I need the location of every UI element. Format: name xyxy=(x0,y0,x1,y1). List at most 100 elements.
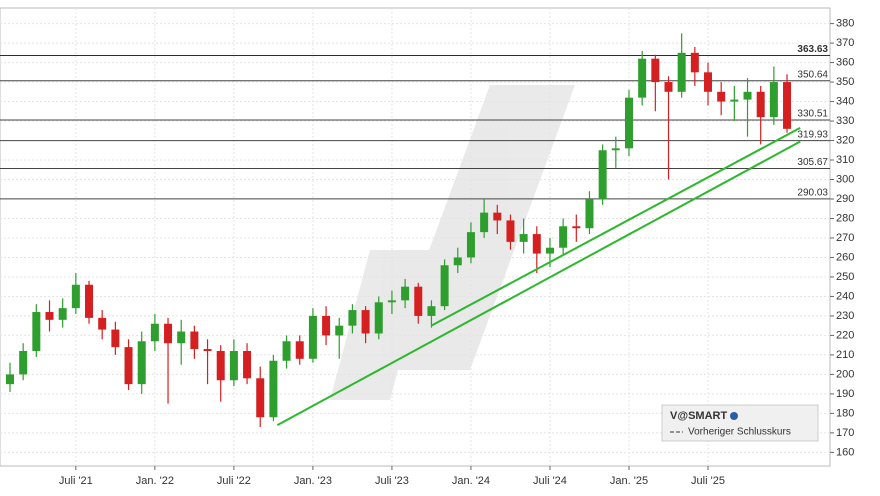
candle-body xyxy=(743,91,752,100)
y-tick-label: 370 xyxy=(836,37,854,49)
candle-body xyxy=(335,325,344,336)
y-tick-label: 380 xyxy=(836,17,854,29)
candle-body xyxy=(295,341,304,359)
level-label: 363.63 xyxy=(797,44,828,55)
y-tick-label: 160 xyxy=(836,446,854,458)
candle-body xyxy=(783,82,792,129)
candle-body xyxy=(229,351,238,381)
candle-body xyxy=(216,351,225,381)
candle-body xyxy=(638,58,647,98)
candle-body xyxy=(243,351,252,379)
y-tick-label: 200 xyxy=(836,368,854,380)
y-tick-label: 220 xyxy=(836,329,854,341)
candle-body xyxy=(308,315,317,359)
candle-body xyxy=(45,312,54,320)
candle-body xyxy=(19,351,28,375)
candle-body xyxy=(730,99,739,102)
candle-body xyxy=(98,317,107,330)
trendline xyxy=(276,140,801,426)
y-tick-label: 360 xyxy=(836,56,854,68)
candle-body xyxy=(453,257,462,266)
candle-body xyxy=(664,82,673,92)
candle-body xyxy=(322,315,331,336)
y-tick-label: 190 xyxy=(836,388,854,400)
y-tick-label: 170 xyxy=(836,427,854,439)
candle-body xyxy=(111,329,120,348)
y-tick-label: 280 xyxy=(836,212,854,224)
legend: V@SMART Vorheriger Schlusskurs xyxy=(661,404,819,442)
candle-body xyxy=(611,148,620,151)
level-label: 319.93 xyxy=(797,129,828,140)
candle-body xyxy=(440,265,449,307)
x-tick-label: Juli '21 xyxy=(59,475,93,487)
x-tick-label: Jan. '24 xyxy=(452,475,490,487)
candle-body xyxy=(480,212,489,233)
level-label: 305.67 xyxy=(797,157,828,168)
candle-body xyxy=(256,378,265,418)
legend-entry: Vorheriger Schlusskurs xyxy=(688,427,791,438)
candle-body xyxy=(493,212,502,221)
candle-body xyxy=(361,310,370,334)
y-tick-label: 350 xyxy=(836,76,854,88)
candle-body xyxy=(717,91,726,102)
x-tick-label: Juli '23 xyxy=(375,475,409,487)
x-tick-label: Jan. '25 xyxy=(610,475,648,487)
candle-body xyxy=(651,58,660,83)
candle-body xyxy=(427,306,436,316)
candle-body xyxy=(690,52,699,73)
level-label: 290.03 xyxy=(797,188,828,199)
y-tick-label: 340 xyxy=(836,95,854,107)
candle-body xyxy=(190,331,199,350)
candle-body xyxy=(559,226,568,248)
y-tick-label: 240 xyxy=(836,290,854,302)
candle-body xyxy=(704,72,713,92)
plot-frame xyxy=(0,7,831,467)
candle-body xyxy=(624,97,633,149)
candle-body xyxy=(164,323,173,344)
candle-body xyxy=(269,360,278,418)
candle-body xyxy=(85,284,94,318)
candle-body xyxy=(124,347,133,385)
y-tick-label: 320 xyxy=(836,134,854,146)
y-tick-label: 180 xyxy=(836,407,854,419)
y-tick-label: 210 xyxy=(836,349,854,361)
y-tick-label: 330 xyxy=(836,115,854,127)
candle-body xyxy=(374,302,383,334)
level-label: 350.64 xyxy=(797,69,828,80)
y-tick-label: 270 xyxy=(836,232,854,244)
level-label: 330.51 xyxy=(797,109,828,120)
candle-body xyxy=(58,308,67,320)
candle-body xyxy=(137,341,146,385)
x-tick-label: Jan. '22 xyxy=(136,475,174,487)
candle-body xyxy=(401,286,410,301)
x-tick-label: Juli '22 xyxy=(217,475,251,487)
candle-body xyxy=(203,349,212,352)
candle-body xyxy=(32,312,41,352)
candle-body xyxy=(150,323,159,342)
legend-title: V@SMART xyxy=(670,410,727,422)
y-tick-label: 230 xyxy=(836,310,854,322)
candle-body xyxy=(282,341,291,361)
candle-body xyxy=(6,374,14,385)
candle-body xyxy=(769,82,778,118)
candle-body xyxy=(387,300,396,303)
y-tick-label: 310 xyxy=(836,154,854,166)
candle-body xyxy=(466,232,475,258)
candle-body xyxy=(572,226,581,229)
candle-body xyxy=(677,52,686,92)
y-tick-label: 260 xyxy=(836,251,854,263)
x-tick-label: Jan. '23 xyxy=(294,475,332,487)
candle-body xyxy=(177,331,186,344)
candle-body xyxy=(545,247,554,254)
candle-body xyxy=(585,198,594,229)
y-tick-label: 250 xyxy=(836,271,854,283)
y-tick-label: 290 xyxy=(836,193,854,205)
candle-body xyxy=(414,286,423,316)
candle-body xyxy=(348,310,357,326)
candle-body xyxy=(519,234,528,242)
candle-body xyxy=(756,91,765,118)
candle-body xyxy=(532,234,541,254)
candle-body xyxy=(598,150,607,199)
y-tick-label: 300 xyxy=(836,173,854,185)
